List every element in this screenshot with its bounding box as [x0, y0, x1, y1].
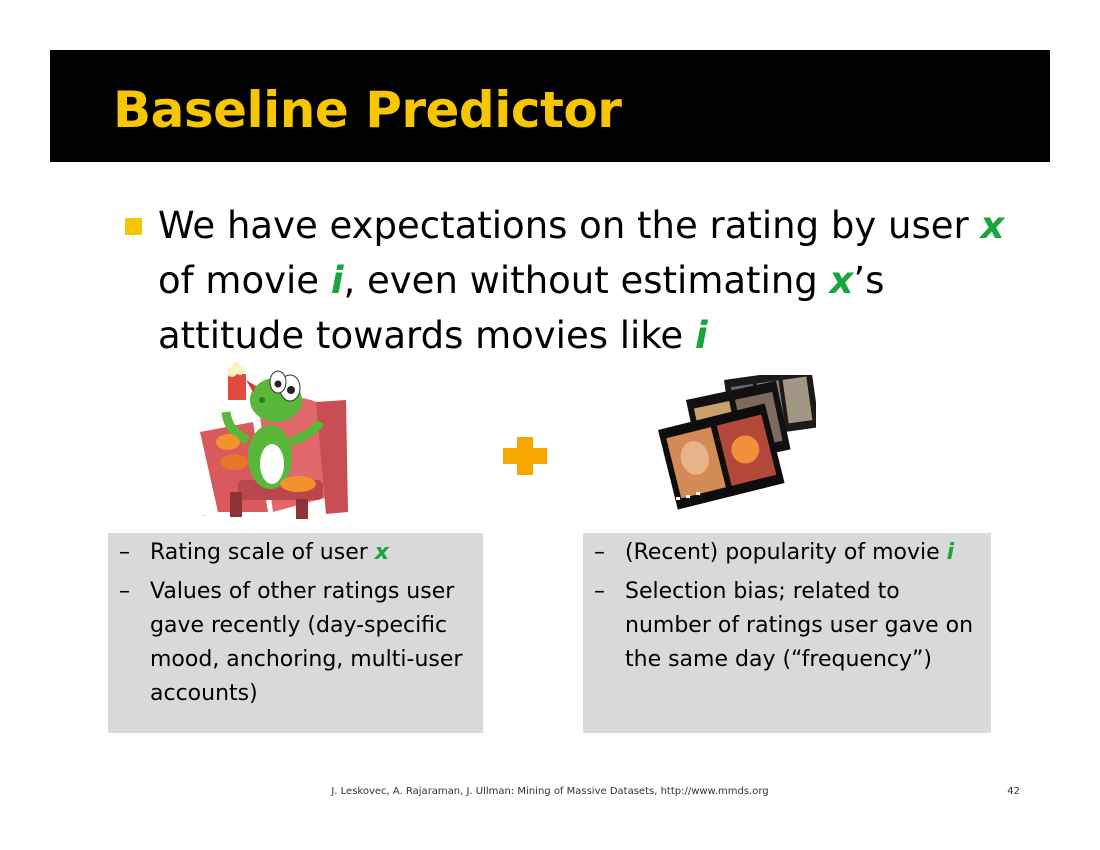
dash-marker: – [119, 579, 130, 604]
bullet-text-part: of movie [158, 259, 331, 302]
variable-i: i [946, 540, 955, 565]
list-item: – Selection bias; related to number of ra… [583, 575, 983, 677]
variable-i: i [330, 259, 344, 302]
list-item-text: Values of other ratings user gave recent… [150, 579, 463, 706]
title-bar: Baseline Predictor [50, 50, 1050, 162]
user-factors-box: – Rating scale of user x – Values of other… [108, 533, 483, 733]
svg-text:~: ~ [202, 513, 205, 518]
bullet-text-part: , even without estimating [343, 259, 830, 302]
variable-i: i [694, 314, 708, 357]
plus-icon [503, 437, 547, 475]
bullet-text-part: ’s attitude towards movies like [158, 259, 885, 357]
list-item: – Values of other ratings user gave recen… [108, 575, 478, 711]
bullet-text-part: We have expectations on the rating by us… [158, 204, 981, 247]
yoshi-in-cinema-seat-image: ~ [198, 362, 350, 522]
list-item-text: (Recent) popularity of movie [625, 540, 947, 565]
footer-citation: J. Leskovec, A. Rajaraman, J. Ullman: Mi… [331, 786, 769, 797]
movie-factors-list: – (Recent) popularity of movie i – Selecti… [583, 536, 983, 682]
variable-x: x [980, 204, 1005, 247]
dash-marker: – [119, 540, 130, 565]
dash-marker: – [594, 540, 605, 565]
list-item: – (Recent) popularity of movie i [583, 536, 983, 570]
user-factors-list: – Rating scale of user x – Values of other… [108, 536, 478, 716]
main-bullet: We have expectations on the rating by us… [158, 198, 1038, 363]
variable-x: x [829, 259, 854, 302]
film-strip-image [656, 375, 816, 513]
dash-marker: – [594, 579, 605, 604]
list-item-text: Selection bias; related to number of rat… [625, 579, 974, 672]
slide-title: Baseline Predictor [113, 81, 622, 139]
variable-x: x [374, 540, 389, 565]
list-item-text: Rating scale of user [150, 540, 375, 565]
movie-factors-box: – (Recent) popularity of movie i – Selecti… [583, 533, 991, 733]
bullet-marker [125, 218, 142, 235]
page-number: 42 [1007, 786, 1020, 797]
list-item: – Rating scale of user x [108, 536, 478, 570]
